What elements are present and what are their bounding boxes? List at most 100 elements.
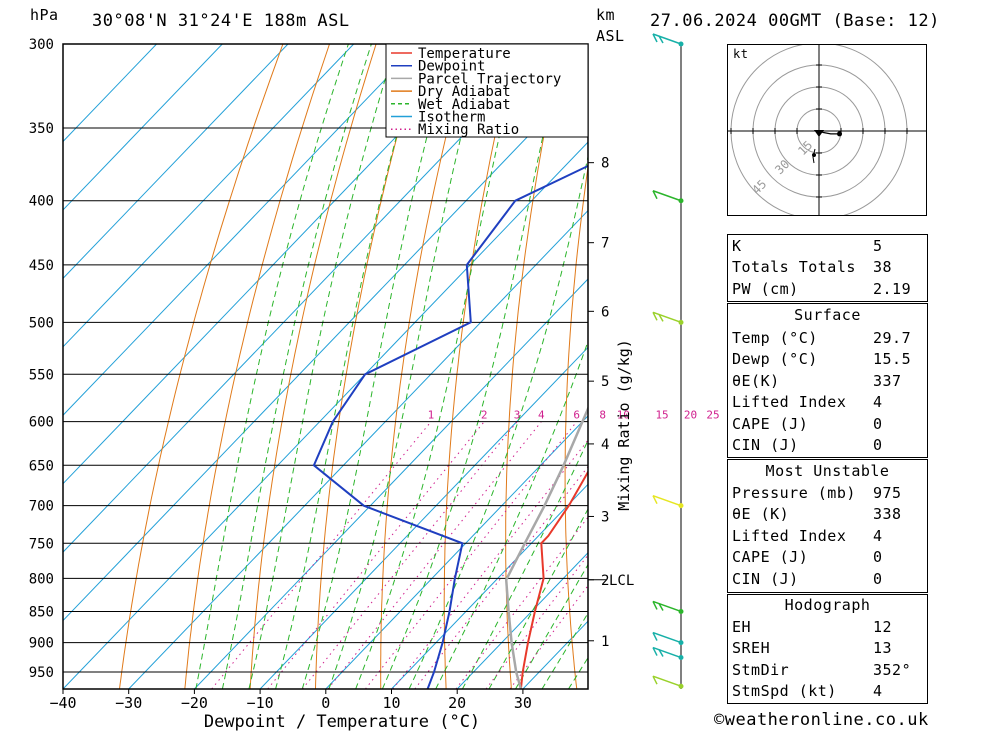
hodograph-panel: 15 30 45 kt [727, 42, 927, 220]
isotherm-line [456, 552, 588, 689]
index-value: 5 [873, 236, 883, 255]
pressure-tick-label: 700 [29, 499, 54, 515]
wet-adiabat-line [248, 44, 397, 689]
mu-value: 0 [873, 569, 883, 588]
hodo-value: 12 [873, 617, 893, 636]
legend-label: Parcel Trajectory [418, 71, 561, 87]
wind-barb [652, 600, 684, 614]
dry-adiabat-line [678, 44, 707, 689]
mixing-ratio-label: 2 [481, 409, 488, 422]
lcl-label: LCL [609, 573, 634, 589]
pressure-tick-label: 500 [29, 315, 54, 331]
wind-barb [652, 190, 684, 204]
mu-row: Lifted Index 4 [728, 525, 927, 547]
series-parcel-trajectory [504, 405, 588, 689]
mixing-ratio-line [509, 584, 588, 689]
mixing-ratio-line [302, 421, 518, 689]
hodo-label: EH [732, 617, 752, 636]
hodograph-stats-table: EH 12 SREH 13 StmDir 352° StmSpd (kt) 4 [728, 616, 927, 702]
wind-barb [652, 494, 684, 509]
mu-label: Pressure (mb) [732, 483, 856, 502]
wet-adiabat-line [195, 44, 349, 689]
hodograph-ring-label: 30 [772, 157, 792, 177]
hodograph-point [837, 131, 843, 137]
surface-value: 0 [873, 436, 883, 455]
surface-label: Lifted Index [732, 393, 847, 412]
asl-label: ASL [596, 27, 625, 45]
pressure-tick-label: 300 [29, 37, 54, 53]
mixing-ratio-label: 4 [538, 409, 545, 422]
indices-box [727, 234, 928, 302]
mu-row: Pressure (mb) 975 [728, 482, 927, 504]
km-tick-label: 8 [601, 156, 609, 172]
index-label: K [732, 236, 742, 255]
hodograph-low-trace [812, 148, 816, 164]
hodograph-ring-label: 45 [749, 177, 769, 197]
dry-adiabat-line [564, 164, 588, 689]
dry-adiabat-line [184, 44, 330, 689]
storm-motion-marker [814, 130, 824, 137]
dry-adiabat-line [119, 44, 284, 689]
dry-adiabat-line [249, 44, 377, 689]
hodo-row: StmDir 352° [728, 659, 927, 681]
wet-adiabat-line [355, 44, 522, 689]
mixing-ratio-label: 10 [617, 409, 630, 422]
hodo-row: StmSpd (kt) 4 [728, 681, 927, 703]
wet-adiabat-line [461, 439, 588, 689]
index-label: PW (cm) [732, 279, 799, 298]
mixing-ratio-label: 3 [514, 409, 521, 422]
mixing-ratio-line [327, 421, 542, 689]
wind-barb [652, 33, 684, 47]
location-title: 30°08'N 31°24'E 188m ASL [92, 11, 350, 31]
km-tick-label: 2 [601, 573, 609, 589]
mixing-ratio-line [365, 421, 577, 689]
pressure-tick-label: 550 [29, 367, 54, 383]
surface-value: 4 [873, 393, 883, 412]
index-value: 2.19 [873, 279, 912, 298]
mixing-ratio-label: 8 [599, 409, 606, 422]
isotherm-line [391, 483, 588, 689]
surface-row: Dewp (°C) 15.5 [728, 349, 927, 371]
series-temperature [519, 469, 588, 689]
surface-label: Dewp (°C) [732, 350, 818, 369]
mixing-ratio-line [267, 421, 485, 689]
mixing-ratio-label: 15 [655, 409, 668, 422]
pressure-tick-label: 650 [29, 458, 54, 474]
surface-label: θE(K) [732, 371, 780, 390]
mixing-ratio-label: 1 [428, 409, 435, 422]
x-tick-label: −10 [247, 694, 274, 712]
surface-value: 0 [873, 414, 883, 433]
km-tick-label: 5 [601, 374, 609, 390]
km-tick-label: 7 [601, 236, 609, 252]
pressure-tick-label: 750 [29, 536, 54, 552]
hodograph-stats-box [727, 594, 928, 704]
isotherm-line [63, 44, 552, 553]
wet-adiabat-line [221, 44, 372, 689]
km-unit-label: km [596, 6, 616, 24]
isotherm-line [63, 44, 486, 485]
surface-label: Temp (°C) [732, 328, 818, 347]
mixing-ratio-line [392, 439, 588, 689]
mixing-ratio-line [414, 465, 588, 689]
mu-label: Lifted Index [732, 526, 847, 545]
mixing-ratio-label: 25 [706, 409, 719, 422]
x-tick-label: −40 [49, 694, 76, 712]
mu-value: 4 [873, 526, 883, 545]
isotherm-line [63, 44, 420, 416]
hodo-label: StmSpd (kt) [732, 682, 837, 701]
mu-label: CIN (J) [732, 569, 799, 588]
wet-adiabat-line [328, 44, 485, 689]
mu-label: θE (K) [732, 505, 790, 524]
dry-adiabat-line [380, 44, 470, 689]
mixing-ratio-label: 6 [573, 409, 580, 422]
surface-row: θE(K) 337 [728, 370, 927, 392]
x-tick-label: −20 [181, 694, 208, 712]
dry-adiabat-line [934, 44, 1000, 689]
x-tick-label: 20 [448, 694, 466, 712]
pressure-tick-label: 400 [29, 194, 54, 210]
hodo-row: SREH 13 [728, 638, 927, 660]
hodo-label: SREH [732, 639, 771, 658]
